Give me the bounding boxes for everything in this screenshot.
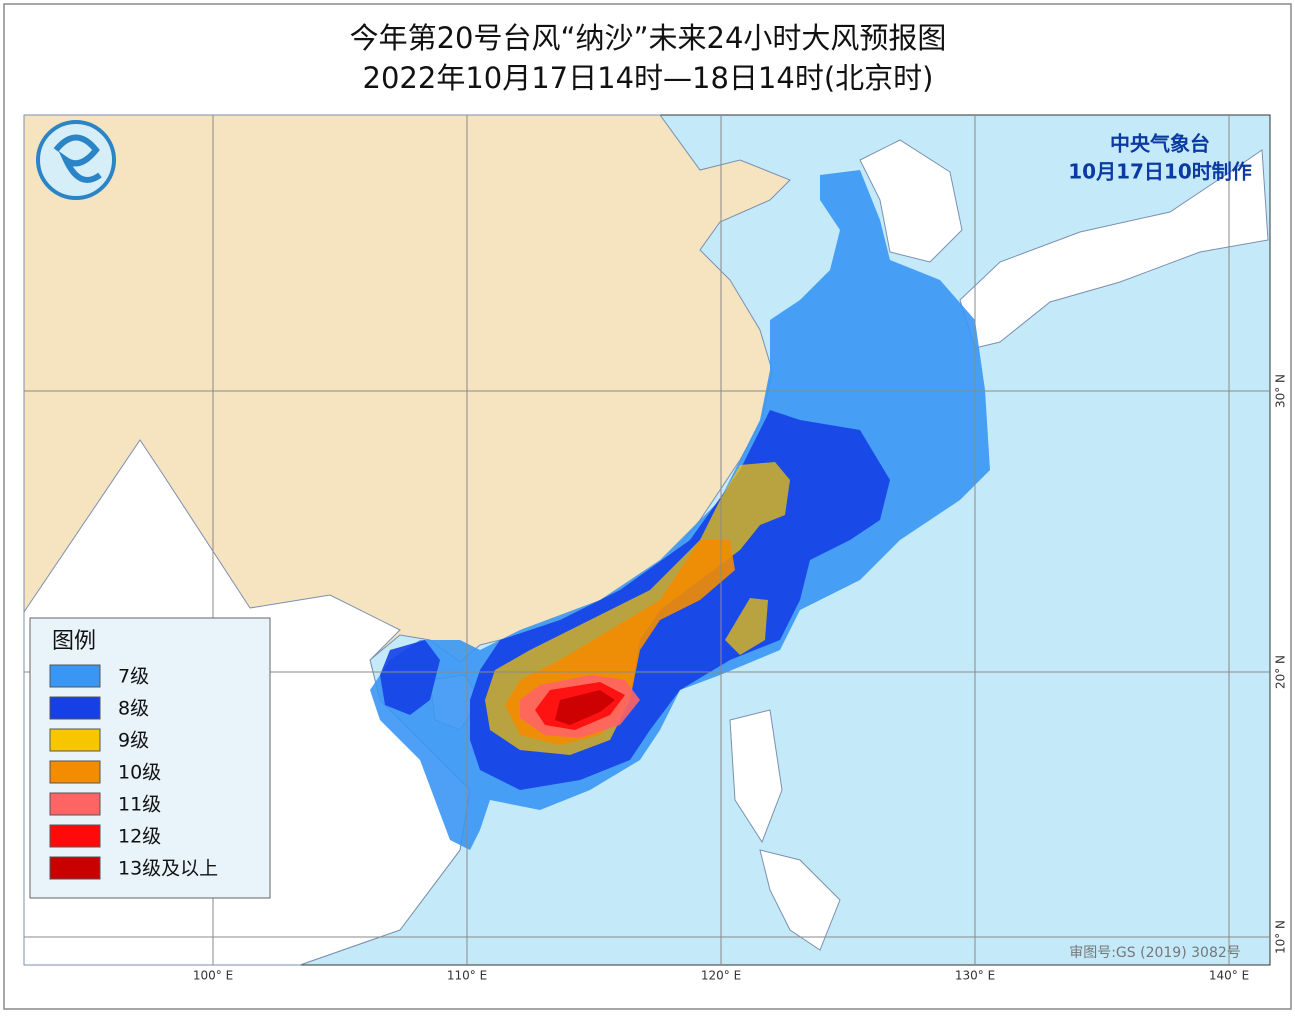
agency-name: 中央气象台 xyxy=(1110,132,1210,156)
wind-zone xyxy=(380,640,440,715)
latitude-label: 30° N xyxy=(1274,374,1288,408)
legend-swatch xyxy=(49,696,101,720)
legend-swatch xyxy=(49,856,101,880)
graticule: 100° E 110° E 120° E 130° E 140° E 30° N 20° N… xyxy=(24,115,1288,983)
legend-items: 7级 8级 9级 10级 11级 12级 13级及以上 xyxy=(49,664,218,880)
legend-swatch xyxy=(49,824,101,848)
review-number: 审图号:GS (2019) 3082号 xyxy=(1069,945,1241,961)
longitude-label: 130° E xyxy=(955,969,995,983)
japan xyxy=(959,149,1269,349)
legend-box xyxy=(29,617,271,899)
legend-label: 12级 xyxy=(118,826,161,848)
wind-zones xyxy=(370,170,990,850)
title-line1: 今年第20号台风“纳沙”未来24小时大风预报图 xyxy=(350,21,947,55)
logo xyxy=(36,120,116,200)
legend-swatch xyxy=(49,664,101,688)
legend-swatch xyxy=(49,728,101,752)
longitude-label: 100° E xyxy=(193,969,233,983)
wind-zone xyxy=(725,598,768,655)
latitude-label: 20° N xyxy=(1274,655,1288,689)
legend-label: 7级 xyxy=(118,666,149,688)
korea xyxy=(859,139,963,263)
legend-label: 8级 xyxy=(118,698,149,720)
legend-swatch xyxy=(49,760,101,784)
philippines xyxy=(729,709,841,951)
title-line2: 2022年10月17日14时—18日14时(北京时) xyxy=(363,61,934,95)
longitude-label: 110° E xyxy=(447,969,487,983)
legend-label: 10级 xyxy=(118,762,161,784)
legend-label: 13级及以上 xyxy=(118,858,218,880)
legend-title: 图例 xyxy=(52,629,96,654)
legend-swatch xyxy=(49,792,101,816)
latitude-label: 10° N xyxy=(1274,920,1288,954)
longitude-label: 120° E xyxy=(701,969,741,983)
issued-time: 10月17日10时制作 xyxy=(1068,160,1252,184)
longitude-label: 140° E xyxy=(1209,969,1249,983)
legend-label: 9级 xyxy=(118,730,149,752)
legend-label: 11级 xyxy=(118,794,161,816)
wind-zone xyxy=(555,690,615,725)
logo-mark xyxy=(53,134,102,183)
